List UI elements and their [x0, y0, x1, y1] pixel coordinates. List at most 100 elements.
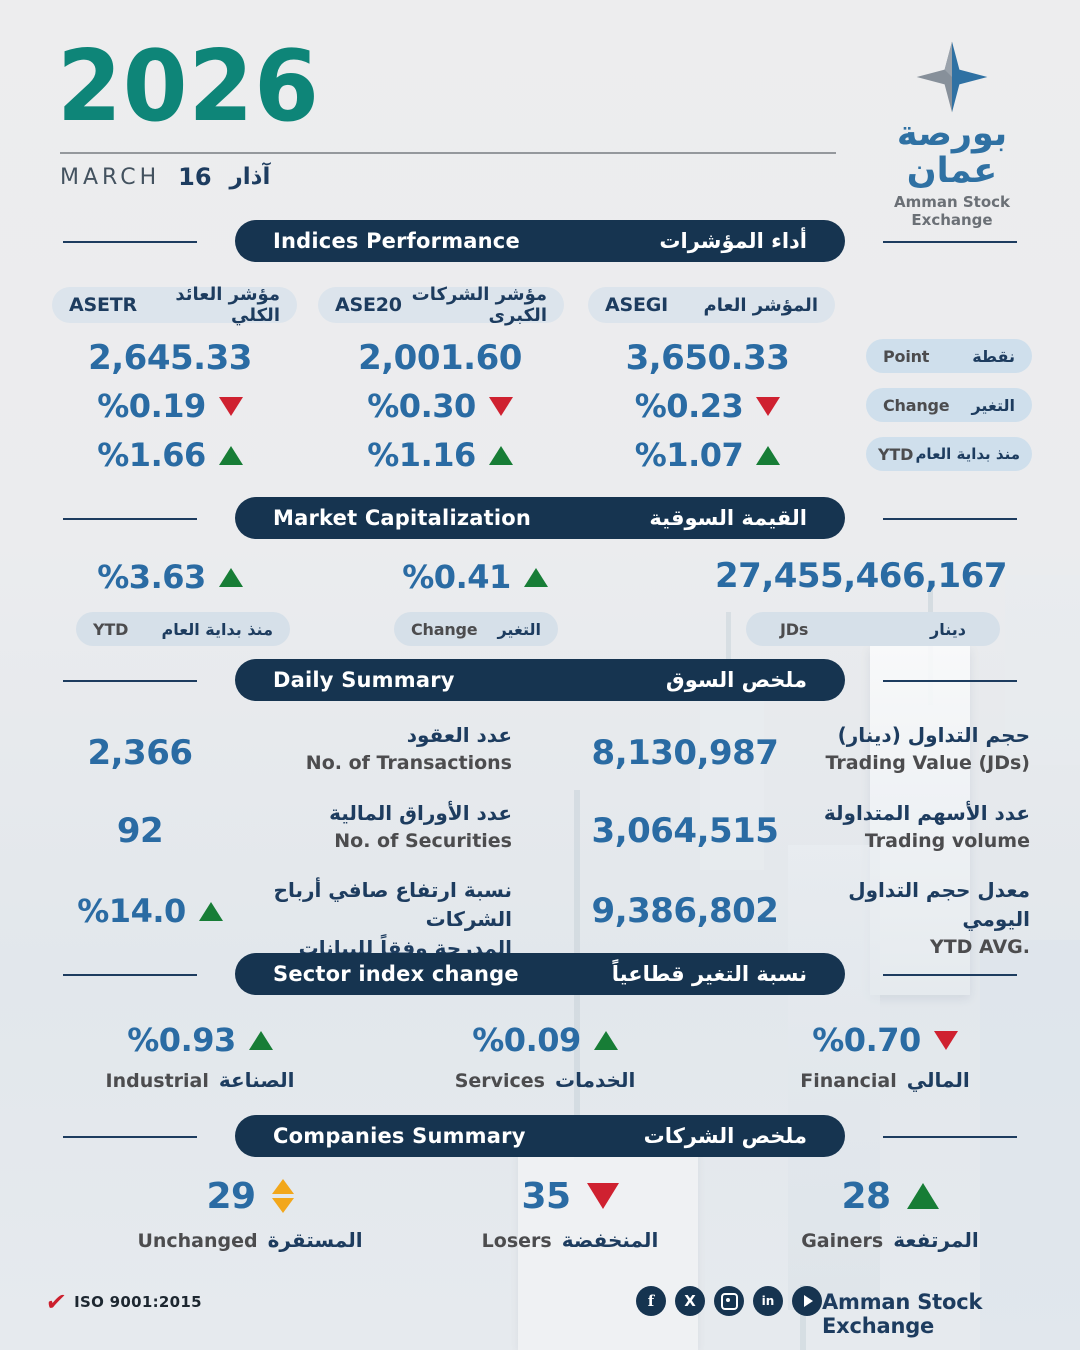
marketcap-change-value: %0.41	[350, 558, 600, 596]
footer-brand: Amman Stock Exchange	[822, 1290, 983, 1338]
marketcap-total-value: 27,455,466,167	[715, 556, 1007, 596]
index-name-ar: مؤشر الشركات الكبرى	[411, 284, 547, 326]
gainers-value: 28	[730, 1170, 1050, 1222]
instagram-icon[interactable]	[714, 1286, 744, 1316]
divider-right	[883, 518, 1017, 520]
down-triangle-icon	[586, 1183, 619, 1209]
ase20-change: %0.30	[315, 387, 565, 425]
asegi-ytd: %1.07	[585, 436, 830, 474]
transactions-value: 2,366	[87, 733, 193, 773]
iso-certification: ✔ ISO 9001:2015	[44, 1288, 202, 1316]
divider-left	[63, 518, 197, 520]
linkedin-icon[interactable]: in	[753, 1286, 783, 1316]
ytd-avg-label: معدل حجم التداول اليومي YTD AVG.	[848, 878, 1030, 958]
section-title-ar: أداء المؤشرات	[659, 229, 807, 253]
trading-volume-value: 3,064,515	[591, 811, 779, 851]
down-triangle-icon	[488, 396, 513, 416]
check-icon: ✔	[44, 1288, 69, 1316]
year-title: 2026	[57, 30, 320, 144]
month-ar: آذار	[229, 164, 271, 190]
ase20-ytd: %1.16	[315, 436, 565, 474]
index-chip-asetr: ASETR مؤشر العائد الكلي	[52, 284, 297, 326]
asetr-ytd: %1.66	[40, 436, 300, 474]
youtube-icon[interactable]	[792, 1286, 822, 1316]
row-label-ytd: YTD منذ بداية العام	[866, 437, 1032, 471]
divider-right	[883, 974, 1017, 976]
index-name-ar: مؤشر العائد الكلي	[175, 284, 280, 326]
divider-right	[883, 241, 1017, 243]
asetr-change: %0.19	[40, 387, 300, 425]
index-chip-asegi: ASEGI المؤشر العام	[588, 287, 835, 323]
section-header-daily: Daily Summary ملخص السوق	[235, 659, 845, 701]
trading-value-label: حجم التداول (دينار) Trading Value (JDs)	[825, 723, 1030, 774]
industrial-value: %0.93	[60, 1018, 340, 1062]
ase-logo: بورصة عمان Amman Stock Exchange	[862, 40, 1042, 229]
divider-left	[63, 680, 197, 682]
securities-label: عدد الأوراق المالية No. of Securities	[329, 801, 512, 852]
divider-right	[883, 680, 1017, 682]
trading-volume-label: عدد الأسهم المتداولة Trading volume	[823, 801, 1030, 852]
row-label-point: Point نقطة	[866, 339, 1032, 373]
up-triangle-icon	[593, 1030, 618, 1050]
financial-value: %0.70	[740, 1018, 1030, 1062]
marketcap-label-jds: JDs دينار	[746, 612, 1000, 646]
unchanged-label: Unchanged المستقرة	[137, 1228, 363, 1252]
x-twitter-icon[interactable]: X	[675, 1286, 705, 1316]
date-row: MARCH 16 آذار	[60, 163, 270, 191]
asegi-change: %0.23	[585, 387, 830, 425]
ase-star-icon	[916, 41, 988, 113]
down-triangle-icon	[933, 1030, 958, 1050]
profit-rise-value: %14.0	[40, 872, 260, 950]
index-code: ASE20	[335, 294, 402, 316]
losers-label: Losers المنخفضة	[481, 1228, 659, 1252]
section-title-en: Indices Performance	[273, 229, 520, 253]
marketcap-label-ytd: YTD منذ بداية العام	[76, 612, 290, 646]
marketcap-label-change: Change التغير	[394, 612, 558, 646]
up-triangle-icon	[906, 1183, 939, 1209]
securities-value: 92	[116, 811, 164, 851]
down-triangle-icon	[756, 396, 781, 416]
day-number: 16	[178, 163, 212, 191]
divider-left	[63, 974, 197, 976]
asetr-point: 2,645.33	[88, 338, 252, 378]
gainers-label: Gainers المرتفعة	[801, 1228, 979, 1252]
ase20-point: 2,001.60	[358, 338, 522, 378]
financial-label: Financial المالي	[800, 1068, 970, 1092]
row-label-change: Change التغير	[866, 388, 1032, 422]
services-value: %0.09	[400, 1018, 690, 1062]
divider-left	[63, 241, 197, 243]
marketcap-ytd-value: %3.63	[40, 558, 300, 596]
index-code: ASEGI	[605, 294, 669, 316]
section-header-indices: Indices Performance أداء المؤشرات	[235, 220, 845, 262]
up-triangle-icon	[248, 1030, 273, 1050]
up-triangle-icon	[218, 567, 243, 587]
index-chip-ase20: ASE20 مؤشر الشركات الكبرى	[318, 284, 564, 326]
industrial-label: Industrial الصناعة	[105, 1068, 295, 1092]
social-icons: f X in	[636, 1286, 822, 1316]
logo-name-arabic: بورصة عمان	[896, 114, 1008, 191]
section-header-market-cap: Market Capitalization القيمة السوقية	[235, 497, 845, 539]
services-label: Services الخدمات	[454, 1068, 636, 1092]
ytd-avg-value: 9,386,802	[591, 891, 779, 931]
trading-value: 8,130,987	[591, 733, 779, 773]
header-divider	[60, 152, 836, 154]
facebook-icon[interactable]: f	[636, 1286, 666, 1316]
down-triangle-icon	[218, 396, 243, 416]
divider-left	[63, 1136, 197, 1138]
month-en: MARCH	[60, 164, 161, 190]
asegi-point: 3,650.33	[625, 338, 790, 378]
section-header-companies: Companies Summary ملخص الشركات	[235, 1115, 845, 1157]
up-triangle-icon	[198, 901, 223, 921]
index-code: ASETR	[69, 294, 137, 316]
logo-name-english: Amman Stock Exchange	[893, 192, 1011, 229]
unchanged-value: 29	[90, 1170, 410, 1222]
losers-value: 35	[410, 1170, 730, 1222]
transactions-label: عدد العقود No. of Transactions	[305, 723, 512, 774]
divider-right	[883, 1136, 1017, 1138]
up-triangle-icon	[218, 445, 243, 465]
up-triangle-icon	[756, 445, 781, 465]
unchanged-icon	[271, 1179, 294, 1213]
up-triangle-icon	[488, 445, 513, 465]
index-name-ar: المؤشر العام	[703, 294, 819, 316]
